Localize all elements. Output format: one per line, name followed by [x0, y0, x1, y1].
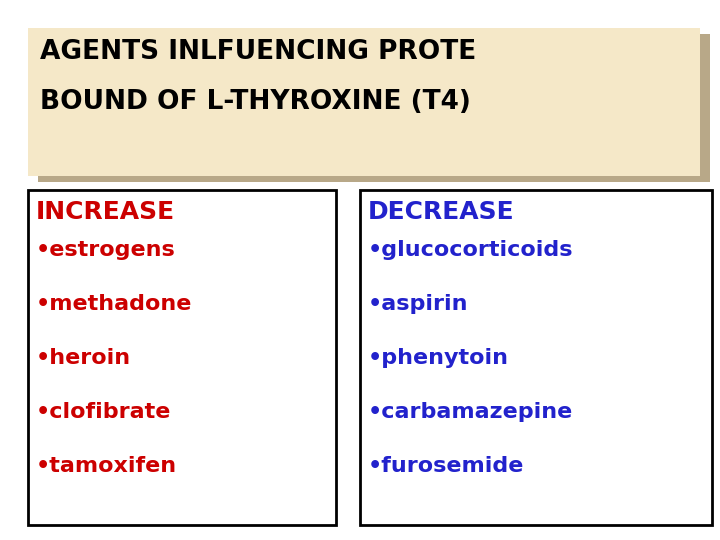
Text: •aspirin: •aspirin — [368, 294, 469, 314]
Bar — [38, 34, 710, 182]
Bar — [28, 28, 700, 176]
Text: •tamoxifen: •tamoxifen — [36, 456, 177, 476]
Text: •furosemide: •furosemide — [368, 456, 524, 476]
Text: BOUND OF L-THYROXINE (T4): BOUND OF L-THYROXINE (T4) — [40, 89, 471, 115]
Text: •carbamazepine: •carbamazepine — [368, 402, 573, 422]
Text: •estrogens: •estrogens — [36, 240, 176, 260]
Text: INCREASE: INCREASE — [36, 200, 175, 224]
Bar — [28, 190, 336, 525]
Bar — [360, 190, 712, 525]
Text: •glucocorticoids: •glucocorticoids — [368, 240, 574, 260]
Text: •clofibrate: •clofibrate — [36, 402, 171, 422]
Text: •phenytoin: •phenytoin — [368, 348, 509, 368]
Text: •heroin: •heroin — [36, 348, 131, 368]
Text: •methadone: •methadone — [36, 294, 192, 314]
Text: AGENTS INLFUENCING PROTE: AGENTS INLFUENCING PROTE — [40, 39, 476, 65]
Text: DECREASE: DECREASE — [368, 200, 515, 224]
